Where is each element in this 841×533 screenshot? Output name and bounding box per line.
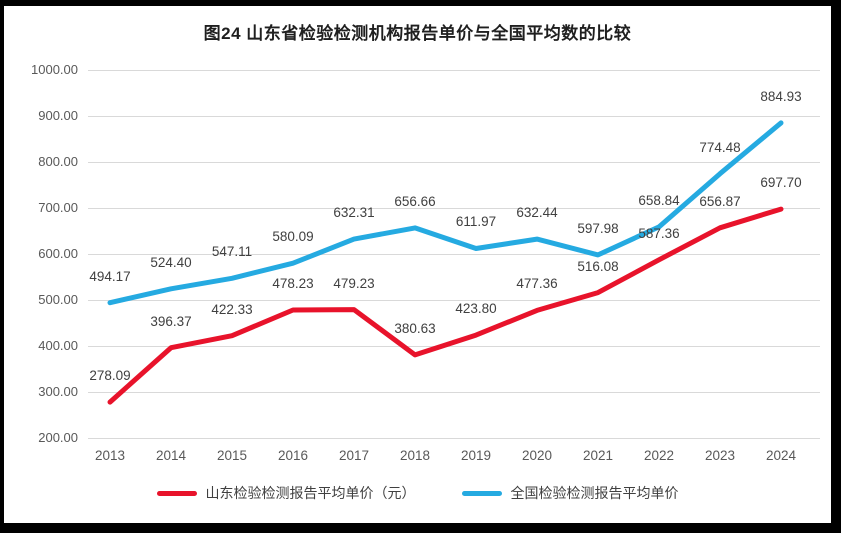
gridline (88, 116, 820, 117)
y-axis-label: 500.00 (38, 292, 78, 307)
gridline (88, 438, 820, 439)
gridline (88, 162, 820, 163)
chart-title: 图24 山东省检验检测机构报告单价与全国平均数的比较 (203, 24, 632, 43)
x-axis-label: 2014 (155, 448, 187, 463)
data-label: 774.48 (699, 139, 741, 155)
data-label: 524.40 (150, 254, 192, 270)
data-label: 611.97 (455, 214, 497, 230)
data-label: 884.93 (760, 88, 802, 104)
data-label: 658.84 (638, 192, 680, 208)
y-axis-label: 800.00 (38, 154, 78, 169)
x-axis-label: 2024 (765, 448, 797, 463)
data-label: 516.08 (577, 258, 619, 274)
y-axis-label: 900.00 (38, 108, 78, 123)
data-label: 587.36 (638, 225, 680, 241)
gridline (88, 254, 820, 255)
x-axis-label: 2017 (338, 448, 370, 463)
x-axis-label: 2015 (216, 448, 248, 463)
legend-item-national: 全国检验检测报告平均单价 (461, 483, 679, 503)
y-axis-label: 400.00 (38, 338, 78, 353)
x-axis-label: 2022 (643, 448, 675, 463)
y-axis-label: 1000.00 (31, 62, 78, 77)
data-label: 632.44 (516, 205, 558, 221)
series-lines (107, 120, 784, 405)
gridline (88, 208, 820, 209)
legend-line-icon (156, 490, 197, 496)
data-label: 396.37 (150, 313, 192, 329)
data-label: 494.17 (89, 268, 131, 284)
legend-label: 全国检验检测报告平均单价 (510, 485, 679, 501)
data-label: 479.23 (333, 275, 375, 291)
gridline (88, 70, 820, 71)
data-label: 697.70 (760, 175, 802, 191)
x-axis-label: 2021 (582, 448, 614, 463)
y-axis-label: 600.00 (38, 246, 78, 261)
data-label: 422.33 (211, 301, 253, 317)
legend: 山东检验检测报告平均单价（元） 全国检验检测报告平均单价 (4, 483, 831, 503)
data-label: 597.98 (577, 220, 619, 236)
data-label: 380.63 (394, 320, 436, 336)
y-axis-label: 700.00 (38, 200, 78, 215)
data-label: 478.23 (272, 276, 314, 291)
legend-label: 山东检验检测报告平均单价（元） (205, 485, 416, 501)
x-axis-label: 2013 (94, 448, 126, 463)
x-axis-label: 2023 (704, 448, 736, 463)
y-axis-label: 200.00 (38, 430, 78, 445)
x-axis-label: 2020 (521, 448, 553, 463)
data-label: 632.31 (333, 205, 375, 221)
gridline (88, 300, 820, 301)
legend-item-shandong: 山东检验检测报告平均单价（元） (156, 483, 416, 503)
chart-canvas: 图24 山东省检验检测机构报告单价与全国平均数的比较 200.00 300.00 4… (4, 6, 831, 523)
x-axis-label: 2018 (399, 448, 431, 463)
data-label: 656.87 (699, 193, 741, 209)
gridline (88, 346, 820, 347)
data-label: 423.80 (455, 301, 497, 317)
x-axis-label: 2016 (277, 448, 309, 463)
x-axis-label: 2019 (460, 448, 492, 463)
data-label: 580.09 (272, 229, 314, 245)
legend-line-icon (461, 490, 502, 496)
y-axis-label: 300.00 (38, 384, 78, 399)
series-line-national (107, 120, 784, 306)
data-label: 656.66 (394, 193, 436, 209)
series-line-shandong (107, 206, 784, 405)
data-label: 477.36 (516, 276, 558, 292)
gridline (88, 392, 820, 393)
data-label: 547.11 (211, 244, 253, 260)
data-label: 278.09 (89, 368, 131, 384)
